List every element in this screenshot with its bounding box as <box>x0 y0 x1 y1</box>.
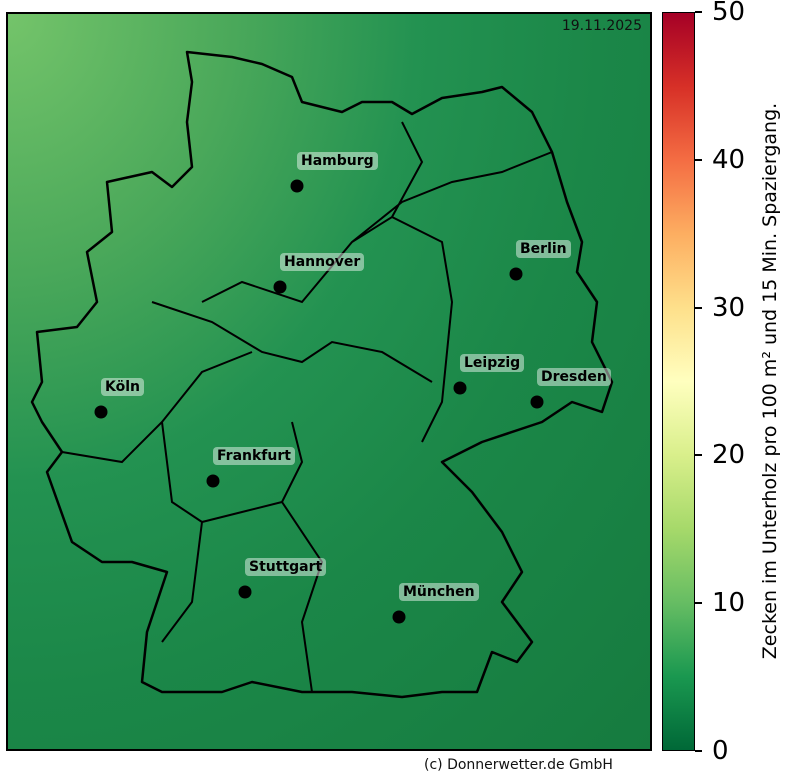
colorbar-tick-label: 10 <box>712 588 746 619</box>
city-marker <box>238 585 252 599</box>
colorbar-tick <box>695 750 702 752</box>
date-label: 19.11.2025 <box>561 18 642 34</box>
city-marker <box>290 179 304 193</box>
germany-outline <box>30 50 614 699</box>
map-panel: 19.11.2025 Hamburg Berlin Hannover Köln Leip… <box>6 12 652 751</box>
city-label: Frankfurt <box>213 447 295 465</box>
colorbar-tick-label: 20 <box>712 440 746 471</box>
colorbar-tick <box>695 454 702 457</box>
state-borders <box>61 121 553 693</box>
city-label: Dresden <box>537 368 611 386</box>
city-marker <box>453 381 467 395</box>
city-label: Leipzig <box>460 354 525 372</box>
city-marker <box>392 610 406 624</box>
city-marker <box>530 395 544 409</box>
colorbar-tick-label: 50 <box>712 0 746 27</box>
colorbar-tick-label: 40 <box>712 144 746 175</box>
city-marker <box>206 474 220 488</box>
city-label: Berlin <box>516 240 571 258</box>
city-label: Köln <box>101 378 144 396</box>
credit-text: (c) Donnerwetter.de GmbH <box>424 757 613 773</box>
colorbar-label: Zecken im Unterholz pro 100 m² und 15 Mi… <box>759 102 781 660</box>
colorbar <box>662 12 695 751</box>
colorbar-tick <box>695 602 702 605</box>
city-marker <box>273 280 287 294</box>
colorbar-tick-label: 0 <box>712 736 729 766</box>
city-marker <box>509 267 523 281</box>
city-label: Hamburg <box>297 152 378 170</box>
colorbar-tick <box>695 158 702 161</box>
colorbar-tick-label: 30 <box>712 292 746 323</box>
country-border <box>30 50 614 699</box>
city-label: Stuttgart <box>245 558 327 576</box>
city-marker <box>94 405 108 419</box>
colorbar-tick <box>695 11 702 13</box>
city-label: München <box>399 583 479 601</box>
colorbar-tick <box>695 306 702 309</box>
city-label: Hannover <box>280 253 365 271</box>
